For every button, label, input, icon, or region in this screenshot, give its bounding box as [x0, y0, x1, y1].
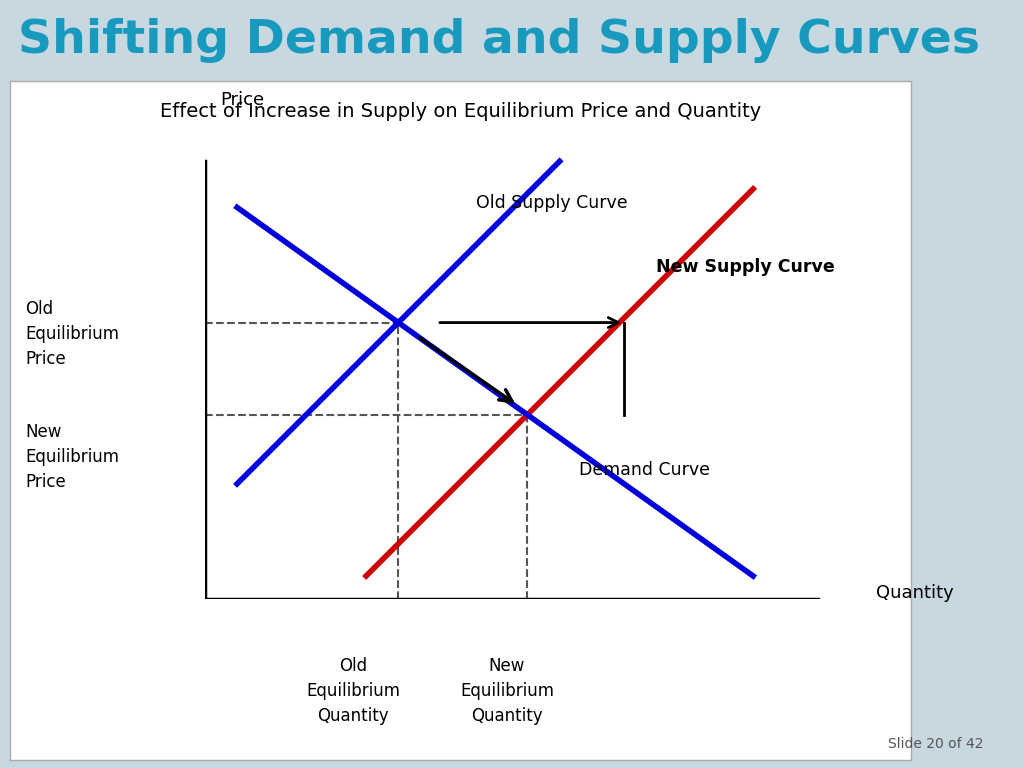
Text: New
Equilibrium
Price: New Equilibrium Price — [26, 423, 120, 491]
Text: Effect of Increase in Supply on Equilibrium Price and Quantity: Effect of Increase in Supply on Equilibr… — [160, 102, 762, 121]
Text: Quantity: Quantity — [876, 584, 953, 602]
Text: Price: Price — [220, 91, 264, 109]
Text: Old Supply Curve: Old Supply Curve — [476, 194, 628, 212]
Text: New
Equilibrium
Quantity: New Equilibrium Quantity — [460, 657, 554, 725]
Text: Shifting Demand and Supply Curves: Shifting Demand and Supply Curves — [18, 18, 980, 63]
Text: Old
Equilibrium
Quantity: Old Equilibrium Quantity — [306, 657, 400, 725]
Text: New Supply Curve: New Supply Curve — [656, 258, 836, 276]
Text: Demand Curve: Demand Curve — [579, 461, 710, 479]
Text: Slide 20 of 42: Slide 20 of 42 — [888, 737, 983, 751]
Text: Old
Equilibrium
Price: Old Equilibrium Price — [26, 300, 120, 368]
